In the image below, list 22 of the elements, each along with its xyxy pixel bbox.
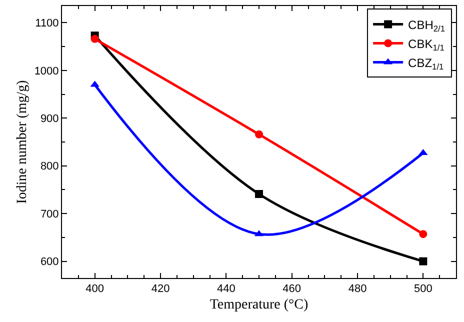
x-tick-label: 420 (151, 283, 170, 296)
x-tick-label: 440 (216, 283, 236, 296)
y-axis-title: Iodine number (mg/g) (14, 80, 30, 204)
legend-label: CBH$_{2/1}$ (408, 18, 446, 34)
point (419, 257, 428, 266)
x-tick-label: 460 (282, 283, 302, 296)
x-tick-label: 500 (414, 283, 432, 296)
point (255, 130, 263, 138)
x-tick-label: 400 (86, 283, 104, 296)
y-tick-label: 1000 (34, 65, 59, 78)
point (255, 190, 263, 198)
x-tick-label: 480 (348, 283, 367, 296)
point (90, 34, 99, 43)
point (419, 230, 428, 238)
y-tick-label: 1100 (35, 18, 59, 30)
x-axis-title: Temperature (°C) (210, 298, 308, 312)
y-tick-label: 900 (40, 112, 59, 125)
y-tick-label: 800 (40, 160, 59, 173)
y-tick-label: 600 (40, 256, 59, 268)
legend-label: CBK$_{1/1}$ (408, 36, 445, 52)
y-tick-label: 700 (40, 208, 59, 220)
legend-label: CBZ$_{1/1}$ (408, 56, 444, 72)
